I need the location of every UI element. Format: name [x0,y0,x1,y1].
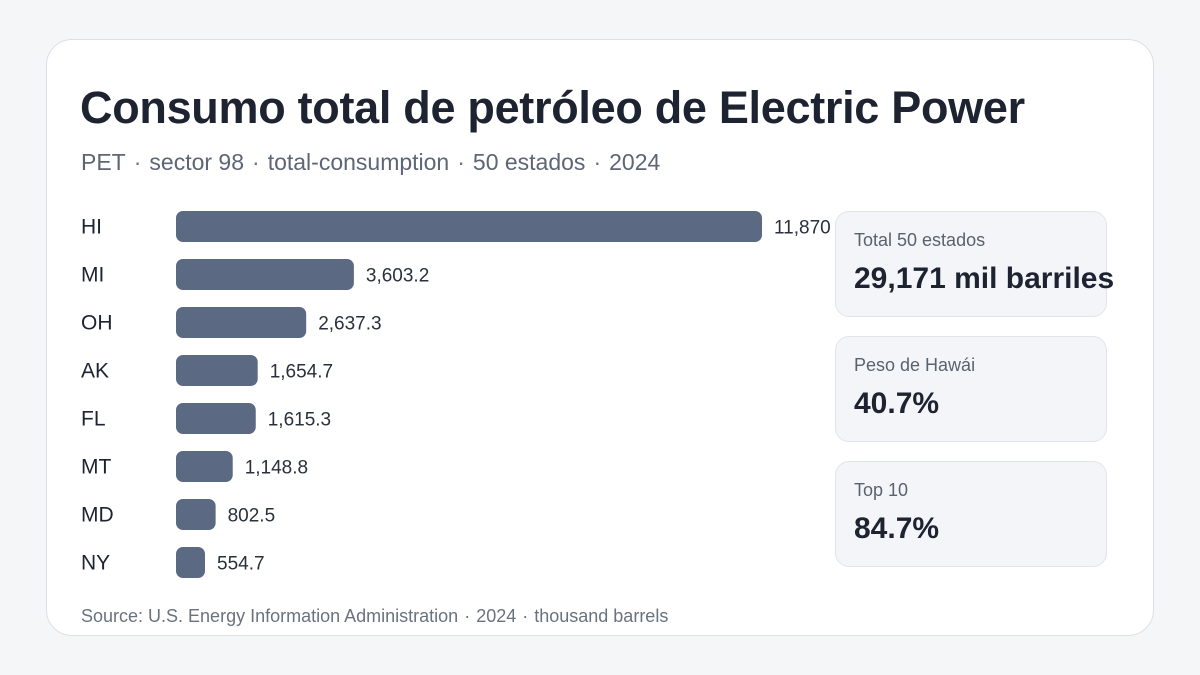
chart-card: Consumo total de petróleo de Electric Po… [46,39,1154,636]
stat-value: 84.7% [854,512,940,545]
value-label-fl: 1,615.3 [268,410,331,431]
footer-unit: thousand barrels [534,606,669,626]
stat-label: Total 50 estados [854,230,986,250]
stat-value: 40.7% [854,387,940,420]
value-label-hi: 11,870 [774,218,831,239]
stat-label: Top 10 [854,480,909,500]
source-footer: Source: U.S. Energy Information Administ… [81,606,668,627]
value-label-oh: 2,637.3 [318,314,381,335]
bar-fl [176,403,256,434]
subtitle-metric: total-consumption [267,149,450,175]
bar-chart: HI 11,870 MI 3,603.2 OH 2,637.3 AK 1,654.7 FL 1,6… [81,211,831,578]
category-label-ny: NY [81,552,110,575]
subtitle-scope: 50 estados [472,149,586,175]
footer-separator: · [522,606,529,626]
subtitle-year: 2024 [609,149,661,175]
stat-card-hawaii-share: Peso de Hawái 40.7% [835,336,1107,442]
stat-card-total: Total 50 estados 29,171 mil barriles [835,211,1114,317]
subtitle-dataset: PET [81,149,126,175]
subtitle: PET · sector 98 · total-consumption · 50 estad… [81,146,660,178]
category-label-mi: MI [81,264,104,287]
subtitle-separator: · [457,149,465,175]
value-label-md: 802.5 [228,506,276,527]
category-label-oh: OH [81,312,113,335]
bar-mi [176,259,354,290]
bar-mt [176,451,233,482]
subtitle-sector: sector 98 [149,149,245,175]
category-label-md: MD [81,504,114,527]
category-label-hi: HI [81,216,102,239]
bar-oh [176,307,307,338]
category-label-mt: MT [81,456,111,479]
bar-md [176,499,216,530]
subtitle-separator: · [133,149,142,175]
footer-year: 2024 [476,606,517,626]
bar-ak [176,355,258,386]
subtitle-separator: · [593,149,602,175]
footer-separator: · [464,606,471,626]
value-label-mi: 3,603.2 [366,266,429,287]
subtitle-separator: · [252,149,260,175]
stat-value: 29,171 mil barriles [854,262,1115,295]
page-title: Consumo total de petróleo de Electric Po… [80,82,1025,133]
value-label-ak: 1,654.7 [270,362,333,383]
category-label-fl: FL [81,408,106,431]
category-label-ak: AK [81,360,109,383]
bar-hi [176,211,762,242]
stat-label: Peso de Hawái [854,355,976,375]
value-label-mt: 1,148.8 [245,458,308,479]
stat-card-top10: Top 10 84.7% [835,461,1107,567]
footer-source: Source: U.S. Energy Information Administ… [81,606,459,626]
value-label-ny: 554.7 [217,554,265,575]
bar-ny [176,547,205,578]
